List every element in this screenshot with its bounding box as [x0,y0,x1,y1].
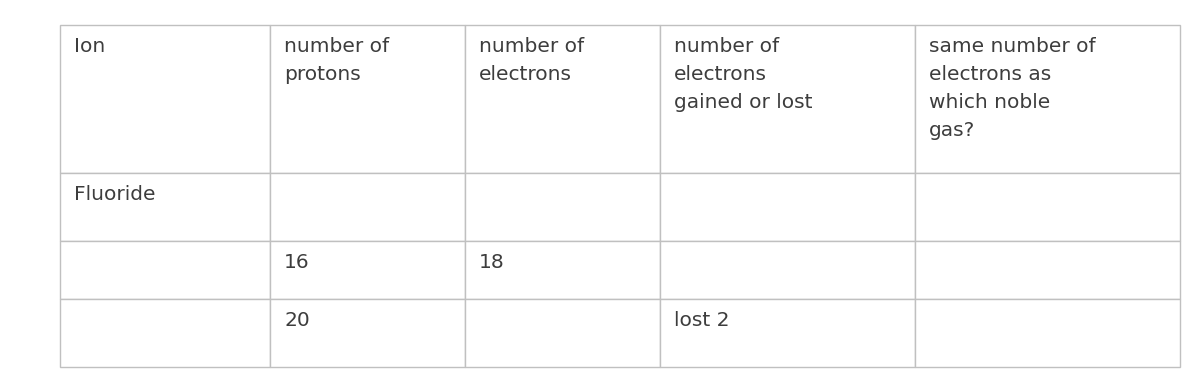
Text: Fluoride: Fluoride [74,185,156,204]
Bar [60,173,270,241]
Bar [916,173,1180,241]
Bar [270,173,466,241]
Bar [916,299,1180,367]
Bar [660,25,916,173]
Bar [660,173,916,241]
Text: number of
electrons
gained or lost: number of electrons gained or lost [674,37,812,112]
Bar [660,299,916,367]
Text: 18: 18 [479,253,505,272]
Bar [916,241,1180,299]
Bar [466,25,660,173]
Text: Ion: Ion [74,37,106,56]
Bar [660,241,916,299]
Bar [60,299,270,367]
Bar [60,241,270,299]
Bar [270,25,466,173]
Bar [466,241,660,299]
Bar [916,25,1180,173]
Text: 16: 16 [284,253,310,272]
Text: same number of
electrons as
which noble
gas?: same number of electrons as which noble … [929,37,1096,140]
Text: number of
protons: number of protons [284,37,389,84]
Bar [60,25,270,173]
Bar [466,173,660,241]
Text: number of
electrons: number of electrons [479,37,584,84]
Text: lost 2: lost 2 [674,311,730,330]
Bar [466,299,660,367]
Bar [270,241,466,299]
Bar [270,299,466,367]
Text: 20: 20 [284,311,310,330]
